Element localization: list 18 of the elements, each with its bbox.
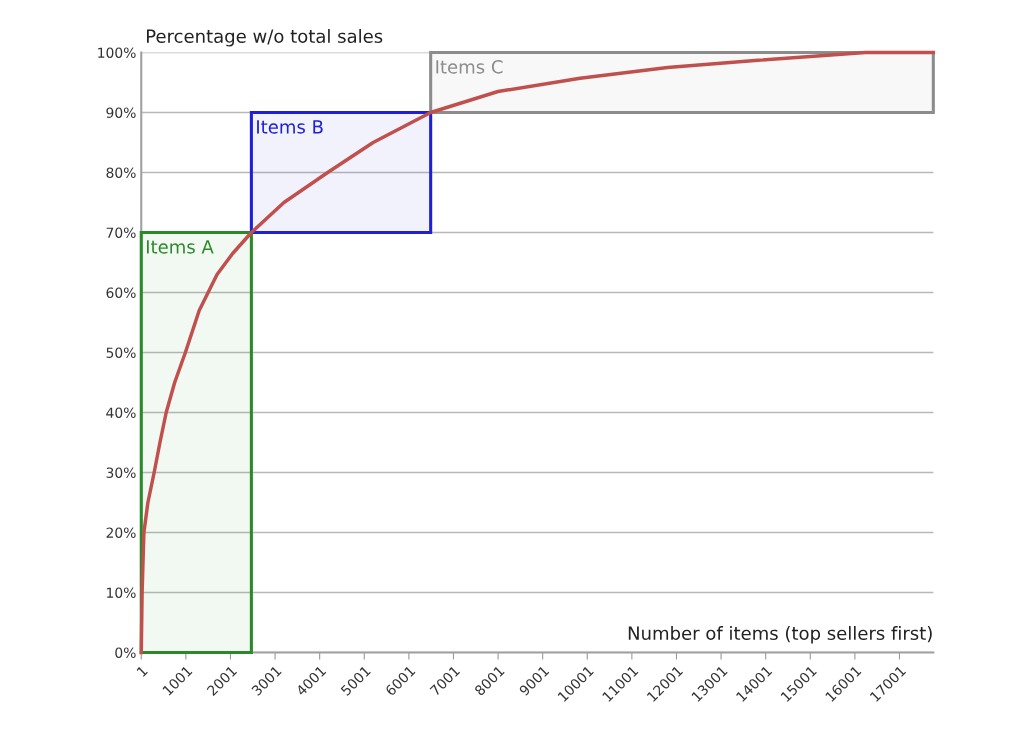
y-tick-label: 10% (107, 587, 136, 598)
band-label: Items A (146, 240, 214, 254)
band-label: Items B (257, 120, 323, 134)
band-label: Items C (436, 60, 503, 74)
y-tick-label: 100% (98, 47, 136, 58)
y-tick-label: 30% (106, 467, 136, 478)
x-axis-title: Number of items (top sellers first) (628, 626, 932, 644)
y-tick-label: 90% (106, 107, 136, 118)
y-tick-label: 80% (106, 167, 136, 178)
y-tick-label: 60% (106, 287, 136, 298)
y-axis-title: Percentage w/o total sales (146, 29, 383, 47)
line-series (139, 50, 936, 655)
x-tick-label: 1 (136, 665, 148, 677)
y-tick-label: 40% (106, 407, 136, 418)
y-tick-label: 70% (106, 227, 136, 238)
y-tick-label: 50% (106, 347, 136, 358)
y-tick-label: 20% (106, 527, 136, 538)
y-tick-label: 0% (115, 647, 136, 658)
